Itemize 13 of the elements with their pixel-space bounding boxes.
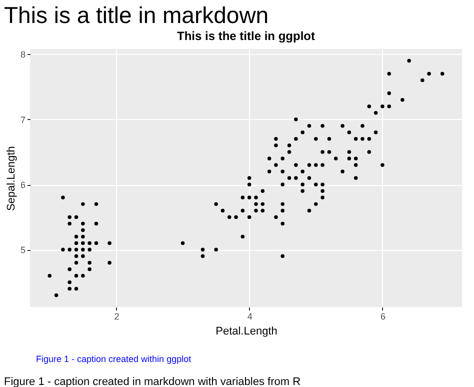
x-tick-label: 4 (247, 312, 252, 322)
y-tick-label: 7 (20, 114, 26, 125)
x-axis-title: Petal.Length (216, 326, 278, 338)
y-tick-label: 8 (20, 50, 26, 60)
chart-subtitle: This is the title in ggplot (177, 29, 315, 43)
x-tick-label: 2 (114, 312, 120, 322)
chart-title: This is a title in markdown (4, 2, 270, 28)
x-tick-label: 6 (380, 312, 386, 322)
y-tick-label: 6 (20, 180, 26, 190)
y-tick-label: 5 (20, 245, 26, 256)
caption: Figure 1 - caption created within ggplot (36, 354, 192, 366)
caption: Figure 1 - caption created in markdown with variables from R (4, 376, 302, 387)
y-axis-title: Sepal.Length (5, 146, 18, 211)
